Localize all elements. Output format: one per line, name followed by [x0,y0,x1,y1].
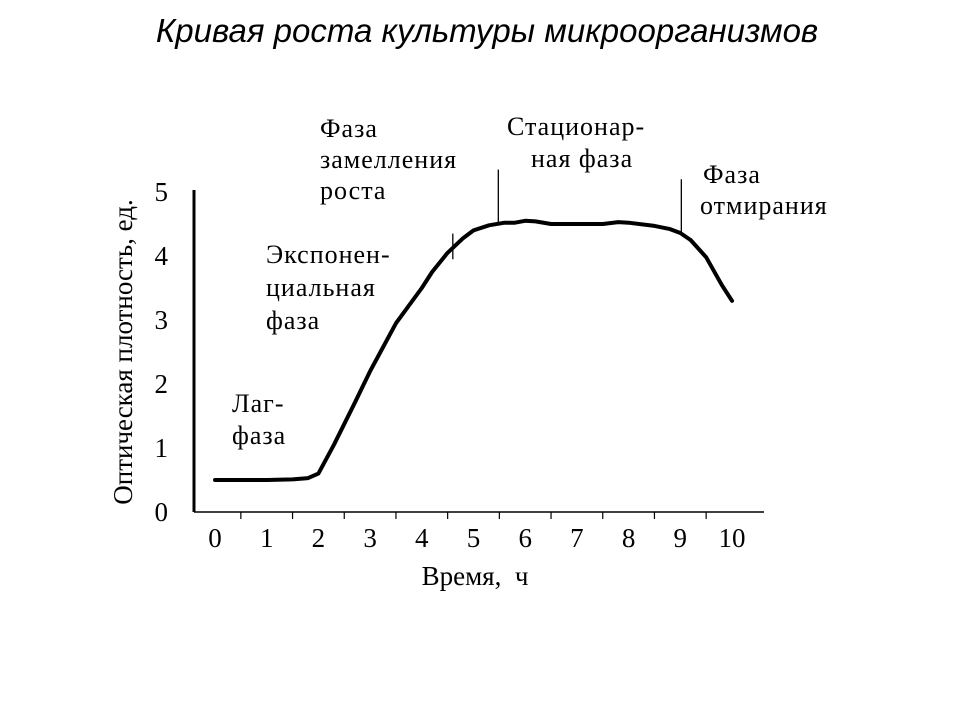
x-tick-label: 8 [622,523,636,553]
chart-title: Кривая роста культуры микроорганизмов [156,12,818,49]
y-tick-label: 5 [155,177,169,207]
x-tick-label: 4 [415,523,429,553]
y-tick-label: 2 [155,369,169,399]
y-tick-label: 1 [155,433,169,463]
phase-label-lag: Лаг- фаза [232,389,292,450]
tick-labels: 0 1 2 3 4 5 0 1 2 3 4 5 6 7 8 9 10 [155,177,746,553]
phase-label-deceleration: Фаза замелления роста [320,114,465,205]
x-axis-title: Время, ч [422,561,529,591]
growth-curve-line [213,218,734,482]
x-tick-label: 9 [674,523,688,553]
axes [192,190,764,513]
phase-label-exponential: Экспонен- циальная фаза [266,240,398,335]
y-tick-label: 0 [155,497,169,527]
x-tick-label: 6 [518,523,532,553]
phase-labels: Лаг- фаза Экспонен- циальная фаза Фаза з… [232,112,828,450]
x-tick-label: 3 [363,523,377,553]
x-tick-label: 0 [208,523,222,553]
x-tick-label: 10 [719,523,746,553]
phase-label-stationary: Стационар- ная фаза [507,112,653,173]
y-axis-title: Оптическая плотность, ед. [108,199,138,504]
phase-dividers [452,169,682,260]
y-tick-label: 3 [155,305,169,335]
x-tick-label: 7 [570,523,584,553]
x-tick-label: 1 [260,523,274,553]
y-tick-label: 4 [155,241,169,271]
x-tick-label: 2 [312,523,326,553]
x-tick-label: 5 [467,523,481,553]
phase-label-death: Фаза отмирания [700,160,828,220]
series-layer [213,218,734,482]
